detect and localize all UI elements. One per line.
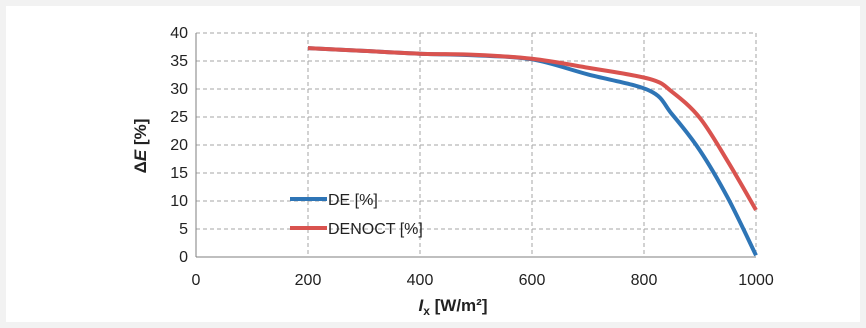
grid-lines [196, 32, 757, 257]
series-line-2 [307, 46, 758, 211]
y-tick-label: 15 [170, 165, 188, 182]
y-tick-label: 35 [170, 53, 188, 70]
y-tick-label: 20 [170, 137, 188, 154]
y-tick-labels: 0 5 10 15 20 25 30 35 40 [170, 25, 188, 266]
series-lines [307, 46, 758, 257]
x-tick-label: 600 [519, 272, 546, 289]
legend-label: DE [%] [328, 192, 378, 209]
y-tick-label: 25 [170, 109, 188, 126]
x-tick-label: 200 [295, 272, 322, 289]
x-tick-label: 1000 [738, 272, 774, 289]
legend-label: DENOCT [%] [328, 221, 423, 238]
x-tick-label: 800 [631, 272, 658, 289]
x-axis-title: Ix [W/m²] [418, 296, 487, 318]
y-axis-title: ΔE [%] [131, 119, 150, 174]
y-tick-label: 0 [179, 249, 188, 266]
y-tick-label: 30 [170, 81, 188, 98]
line-chart: 0 5 10 15 20 25 30 35 40 0 200 400 600 800 1000 DE [%… [131, 25, 774, 318]
y-tick-label: 5 [179, 221, 188, 238]
x-tick-label: 400 [407, 272, 434, 289]
x-tick-labels: 0 200 400 600 800 1000 [192, 272, 774, 289]
y-tick-label: 10 [170, 193, 188, 210]
axes [195, 33, 756, 258]
x-tick-label: 0 [192, 272, 201, 289]
y-tick-label: 40 [170, 25, 188, 42]
chart-frame: 0 5 10 15 20 25 30 35 40 0 200 400 600 800 1000 DE [%… [6, 6, 860, 322]
legend: DE [%] DENOCT [%] [290, 192, 423, 238]
